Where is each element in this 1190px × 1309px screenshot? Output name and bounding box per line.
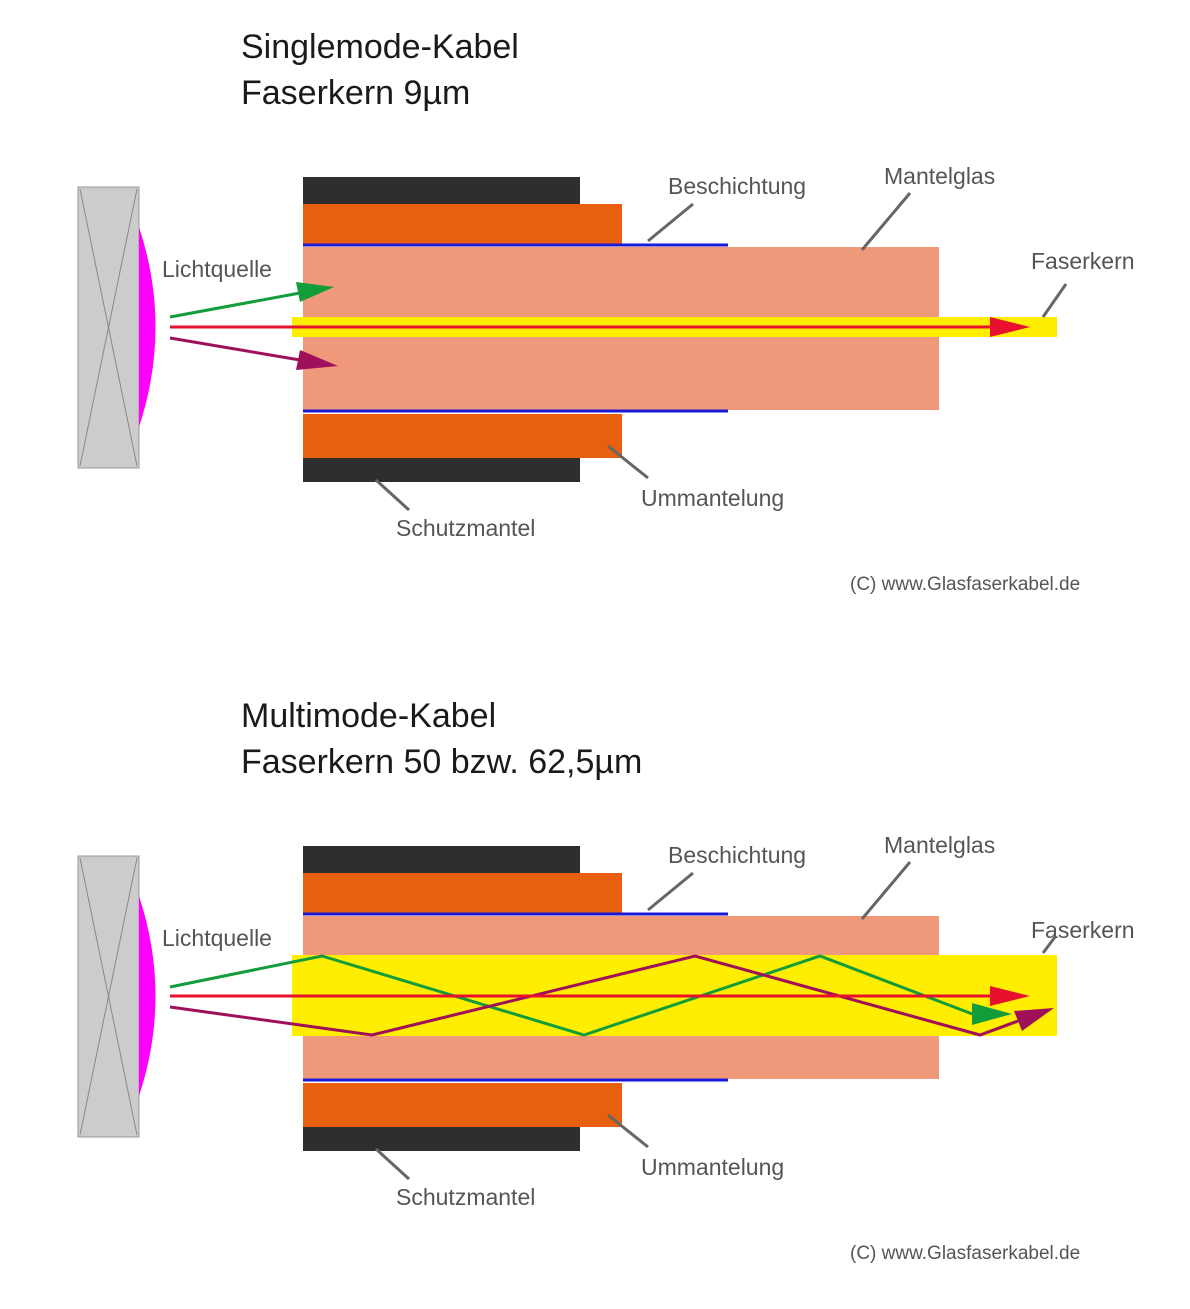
ummantelung-top — [303, 204, 622, 244]
ray-green-arrowhead — [296, 282, 334, 302]
multimode-title-line2: Faserkern 50 bzw. 62,5µm — [241, 743, 643, 781]
ray-purple — [169, 954, 1019, 1037]
ray-red-arrowhead — [990, 317, 1030, 337]
light-source-icon — [77, 186, 156, 469]
ummantelung-top — [303, 873, 622, 913]
light-source-lens — [139, 227, 156, 427]
label-faserkern: Faserkern — [1031, 248, 1135, 274]
label-mantelglas: Mantelglas — [884, 163, 995, 189]
copyright: (C) www.Glasfaserkabel.de — [850, 1243, 1080, 1264]
ray-green — [169, 954, 976, 1037]
label-ummantelung: Ummantelung — [641, 1154, 784, 1180]
multimode-title: Multimode-Kabel Faserkern 50 bzw. 62,5µm — [241, 693, 642, 785]
ray-green-arrowhead — [972, 1003, 1012, 1025]
ray-purple-arrowhead — [296, 350, 338, 370]
ray-green — [169, 291, 301, 319]
multimode-title-line1: Multimode-Kabel — [241, 697, 497, 735]
leader-lines — [374, 192, 1068, 512]
ray-purple-arrowhead — [1014, 1008, 1054, 1031]
label-lichtquelle: Lichtquelle — [162, 925, 272, 951]
multimode-panel: Multimode-Kabel Faserkern 50 bzw. 62,5µm — [0, 669, 1190, 1309]
light-source-icon — [77, 855, 156, 1138]
multimode-diagram: Beschichtung Mantelglas Lichtquelle Fase… — [77, 832, 1135, 1264]
light-rays — [169, 282, 1030, 370]
copyright: (C) www.Glasfaserkabel.de — [850, 574, 1080, 595]
singlemode-panel: Singlemode-Kabel Faserkern 9µm — [0, 0, 1190, 640]
singlemode-title-line1: Singlemode-Kabel — [241, 28, 519, 66]
schutzmantel-bottom — [303, 458, 580, 482]
label-faserkern: Faserkern — [1031, 917, 1135, 943]
label-schutzmantel: Schutzmantel — [396, 1184, 535, 1210]
schutzmantel-top — [303, 177, 580, 204]
schutzmantel-bottom — [303, 1127, 580, 1151]
singlemode-title: Singlemode-Kabel Faserkern 9µm — [241, 24, 519, 116]
schutzmantel-top — [303, 846, 580, 873]
leader-lines — [374, 861, 1057, 1181]
singlemode-title-line2: Faserkern 9µm — [241, 74, 471, 112]
ray-red-arrowhead — [990, 986, 1030, 1006]
label-schutzmantel: Schutzmantel — [396, 515, 535, 541]
light-rays — [169, 954, 1054, 1037]
label-mantelglas: Mantelglas — [884, 832, 995, 858]
singlemode-diagram: Beschichtung Mantelglas Lichtquelle Fase… — [77, 163, 1135, 595]
ummantelung-bottom — [303, 1083, 622, 1127]
ray-purple — [169, 336, 301, 362]
ummantelung-bottom — [303, 414, 622, 458]
label-ummantelung: Ummantelung — [641, 485, 784, 511]
label-beschichtung: Beschichtung — [668, 173, 806, 199]
light-source-lens — [139, 896, 156, 1096]
label-beschichtung: Beschichtung — [668, 842, 806, 868]
label-lichtquelle: Lichtquelle — [162, 256, 272, 282]
